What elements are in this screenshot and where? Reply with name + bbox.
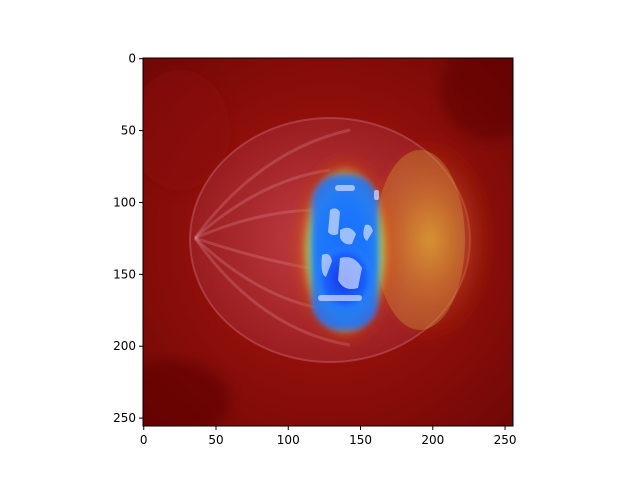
y-tick-label: 150 [113, 267, 136, 281]
y-tick-label: 50 [121, 124, 136, 138]
y-tick-label: 250 [113, 411, 136, 425]
plot-frame [142, 57, 514, 427]
heatmap-image [143, 58, 513, 426]
x-tick-label: 200 [421, 433, 444, 447]
y-tick-label: 100 [113, 195, 136, 209]
x-tick-label: 0 [140, 433, 148, 447]
x-tick-label: 100 [277, 433, 300, 447]
y-axis: 0 50 100 150 200 250 [113, 52, 143, 425]
x-tick-label: 250 [494, 433, 517, 447]
x-axis: 0 50 100 150 200 250 [140, 426, 517, 447]
sticker-marks [318, 185, 379, 301]
y-tick-label: 200 [113, 339, 136, 353]
y-tick-label: 0 [128, 52, 136, 66]
x-tick-label: 50 [208, 433, 223, 447]
x-tick-label: 150 [349, 433, 372, 447]
